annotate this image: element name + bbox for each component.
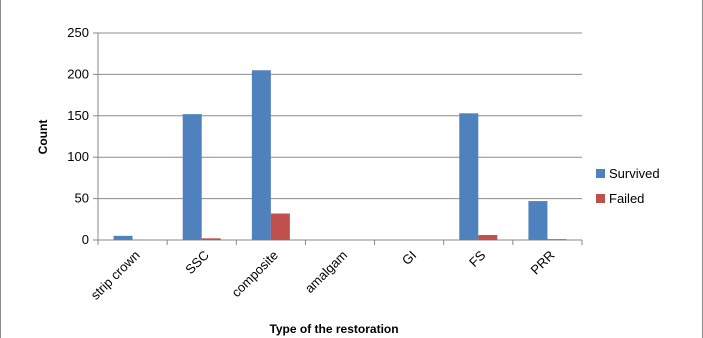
y-tick-label: 0 (82, 232, 89, 247)
x-tick-label: GI (399, 248, 419, 268)
x-tick-label: SSC (182, 248, 212, 278)
x-tick-labels: strip crown SSC composite amalgam GI FS PRR (88, 247, 558, 302)
y-axis-title: Count (36, 120, 50, 155)
bar-survived-prr (528, 201, 548, 240)
axes (97, 33, 583, 245)
bar-failed-ssc (201, 238, 221, 240)
y-tick-label: 50 (75, 191, 89, 206)
x-tick-label: PRR (528, 248, 558, 278)
y-tick-label: 150 (67, 108, 89, 123)
x-tick-label: FS (466, 247, 489, 270)
bar-failed-fs (478, 235, 498, 240)
bar-survived-composite (251, 70, 271, 240)
legend-label-survived: Survived (609, 166, 660, 181)
x-axis-title: Type of the restoration (269, 322, 398, 336)
x-tick-label: strip crown (88, 248, 143, 303)
bar-failed-prr (547, 239, 567, 240)
gridlines (93, 32, 582, 241)
legend: Survived Failed (596, 166, 660, 206)
legend-swatch-failed (596, 194, 605, 203)
legend-label-failed: Failed (609, 191, 644, 206)
bar-failed-composite (270, 213, 290, 240)
y-tick-label: 100 (67, 149, 89, 164)
x-tick-label: composite (228, 248, 281, 301)
y-tick-label: 250 (67, 25, 89, 40)
x-tick-label: amalgam (302, 248, 350, 296)
y-tick-labels: 0 50 100 150 200 250 (67, 25, 89, 247)
y-tick-label: 200 (67, 66, 89, 81)
bars (113, 70, 567, 240)
bar-survived-ssc (182, 114, 202, 240)
bar-survived-fs (459, 113, 479, 240)
bar-survived-strip-crown (113, 235, 133, 240)
legend-swatch-survived (596, 169, 605, 178)
